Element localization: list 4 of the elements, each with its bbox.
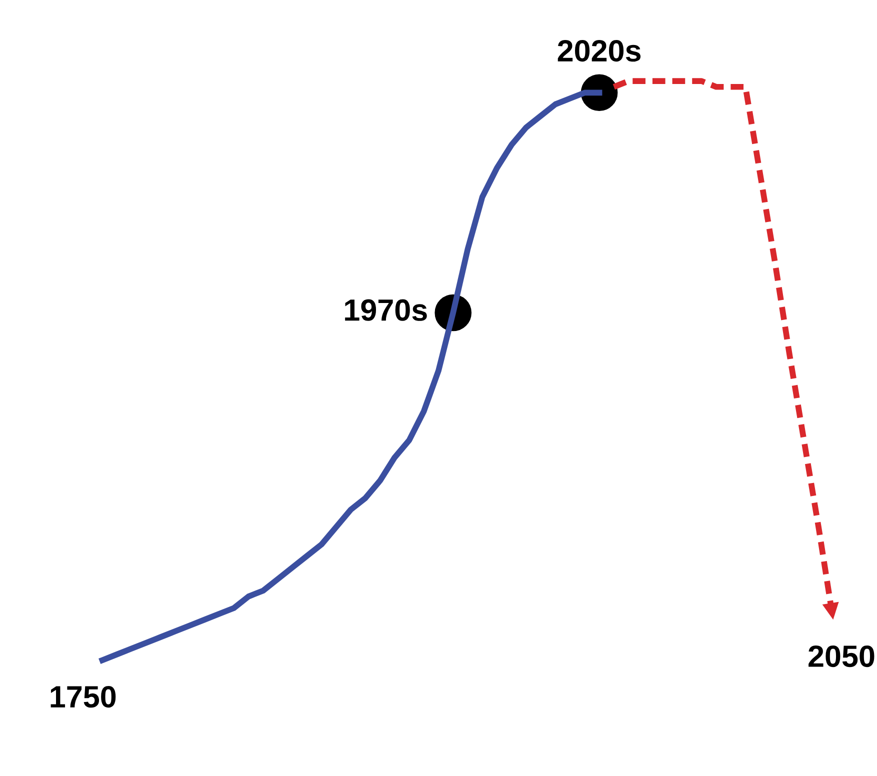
text: 1750 (50, 686, 116, 708)
text: 2020s (558, 40, 641, 62)
annotation: 1970s (345, 299, 427, 321)
annotation: 2050 (808, 645, 874, 668)
